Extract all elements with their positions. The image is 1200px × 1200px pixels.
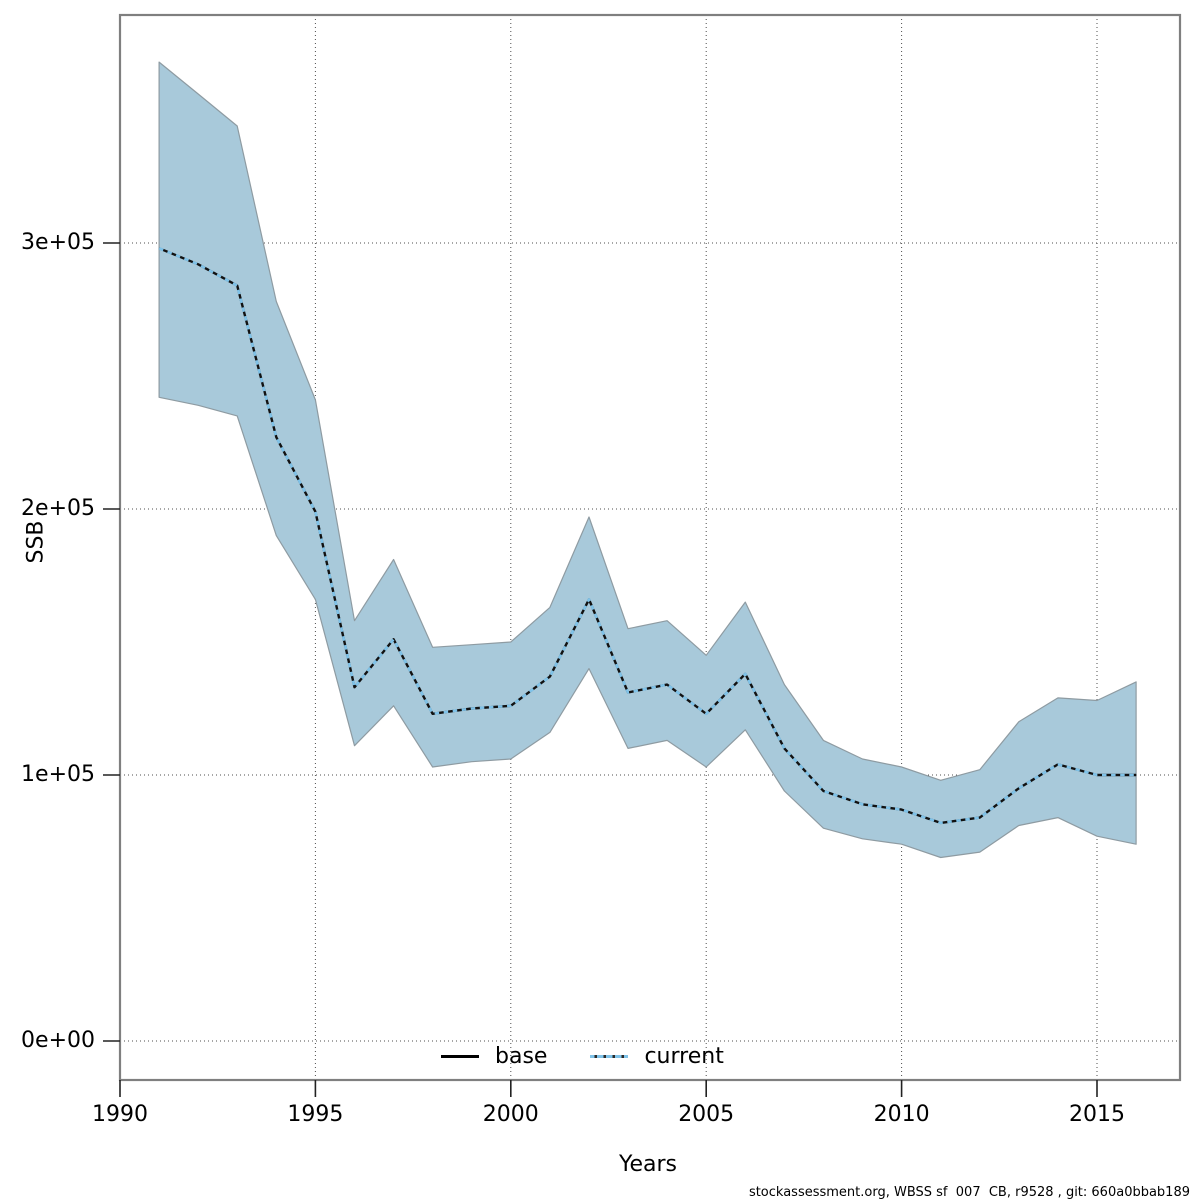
y-axis-label: SSB	[23, 520, 49, 564]
x-tick-label: 2000	[482, 1102, 539, 1127]
y-tick-label: 0e+00	[21, 1028, 95, 1053]
legend-current-line-swatch	[590, 1054, 629, 1058]
current-line	[158, 247, 1137, 825]
watermark-text: stockassessment.org, WBSS sf 007 CB, r95…	[748, 1185, 1190, 1200]
confidence-band	[158, 61, 1137, 859]
x-tick-label: 2010	[873, 1102, 930, 1127]
y-tick-label: 3e+05	[21, 230, 95, 255]
y-tick-label: 1e+05	[21, 762, 95, 787]
legend-label-current: current	[644, 1043, 724, 1069]
y-tick-label: 2e+05	[21, 496, 95, 521]
plot-border	[118, 13, 1182, 1082]
x-axis-label: Years	[618, 1152, 678, 1177]
legend-base-line-swatch	[441, 1054, 479, 1058]
legend-label-base: base	[495, 1043, 548, 1069]
x-tick-label: 2005	[678, 1102, 735, 1127]
x-tick-label: 1990	[92, 1102, 148, 1127]
x-tick-label: 2015	[1069, 1102, 1125, 1127]
legend: base current	[441, 1042, 724, 1070]
x-tick-label: 1995	[287, 1102, 344, 1127]
